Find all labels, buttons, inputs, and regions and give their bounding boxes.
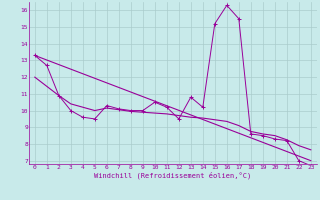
X-axis label: Windchill (Refroidissement éolien,°C): Windchill (Refroidissement éolien,°C) (94, 171, 252, 179)
